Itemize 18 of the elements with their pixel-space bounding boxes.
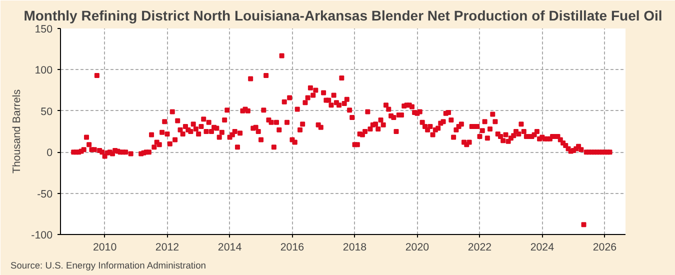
y-tick-label: 50 (40, 106, 53, 118)
y-tick-label: -100 (31, 230, 53, 242)
x-tick-label: 2024 (530, 242, 554, 254)
y-tick-label: -50 (37, 188, 53, 200)
x-tick-label: 2014 (218, 242, 242, 254)
x-tick-label: 2010 (92, 242, 117, 254)
x-tick-label: 2018 (342, 242, 367, 254)
source-note: Source: U.S. Energy Information Administration (10, 260, 206, 270)
y-tick-label: 0 (46, 147, 53, 160)
x-tick-label: 2012 (155, 242, 180, 254)
x-tick-label: 2020 (405, 242, 430, 254)
chart-title: Monthly Refining District North Louisiana-Arkansas Blender Net Production of Distillate Fuel Oil (24, 8, 662, 24)
y-tick-label: 100 (34, 64, 53, 77)
x-tick-label: 2016 (280, 242, 304, 254)
x-tick-label: 2022 (468, 242, 492, 254)
x-tick-label: 2026 (592, 242, 617, 254)
y-tick-label: 150 (34, 24, 53, 36)
y-axis-title: Thousand Barrels (11, 89, 24, 174)
